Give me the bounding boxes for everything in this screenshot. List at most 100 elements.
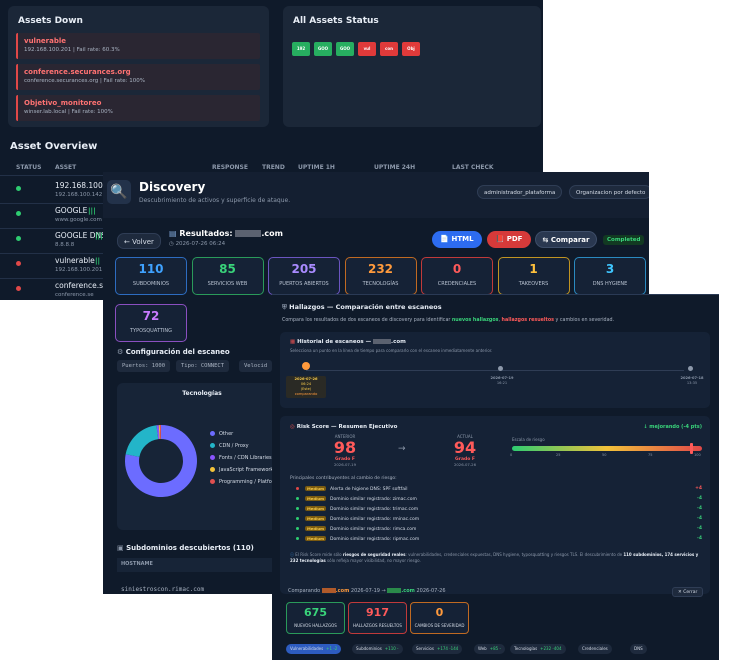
back-button[interactable]: ← Volver bbox=[117, 233, 161, 249]
compare-arrow: → bbox=[381, 588, 386, 594]
html-export-button[interactable]: 📄 HTML bbox=[432, 231, 482, 248]
risk-contributor: Medium Alerta de higiene DNS: SPF softfai… bbox=[296, 486, 702, 495]
legend-swatch bbox=[210, 431, 215, 436]
category-filter-chip[interactable]: Subdominios +110 - bbox=[352, 644, 403, 654]
down-item[interactable]: vulnerable 192.168.100.201 | Fail rate: … bbox=[16, 33, 260, 59]
info-icon: ⓘ bbox=[290, 552, 294, 557]
comparison-stat-card[interactable]: 675 NUEVOS HALLAZGOS bbox=[286, 602, 345, 634]
stat-card[interactable]: 85 SERVICIOS WEB bbox=[191, 257, 264, 295]
asset-name[interactable]: vulnerable bbox=[55, 256, 95, 265]
legend-label: Other bbox=[219, 431, 234, 437]
user-pill[interactable]: administrador_plataforma bbox=[477, 185, 563, 199]
stat-card[interactable]: 205 PUERTOS ABIERTOS bbox=[268, 257, 340, 295]
contrib-title: Principales contribuyentes al cambio de … bbox=[290, 476, 397, 481]
comparison-stat-card[interactable]: 0 CAMBIOS DE SEVERIDAD bbox=[410, 602, 469, 634]
category-filter-chip[interactable]: Tecnologías +232 -404 bbox=[510, 644, 566, 654]
timeline-point[interactable] bbox=[688, 366, 693, 371]
pdf-icon: 📕 bbox=[495, 235, 505, 243]
pdf-export-button[interactable]: 📕 PDF bbox=[487, 231, 531, 248]
stat-value: 232 bbox=[367, 262, 394, 276]
stat-label: DNS HYGIENE bbox=[592, 281, 628, 287]
category-filter-chip[interactable]: Web +85 - bbox=[474, 644, 505, 654]
comparison-stat-value: 0 bbox=[435, 606, 444, 619]
severity-badge: Medium bbox=[305, 486, 327, 491]
timeline-extra: comparando bbox=[294, 392, 318, 396]
status-dot bbox=[16, 261, 21, 266]
close-compare-button[interactable]: ✕ Cerrar bbox=[672, 587, 704, 597]
scale-tick: 75 bbox=[648, 453, 653, 457]
down-item-name: vulnerable bbox=[24, 37, 67, 45]
legend-swatch bbox=[210, 443, 215, 448]
comparison-stat-label: HALLAZGOS RESUELTOS bbox=[353, 623, 402, 628]
stat-card[interactable]: 3 DNS HYGIENE bbox=[574, 257, 646, 295]
timeline-point[interactable] bbox=[498, 366, 503, 371]
comparison-stat-value: 675 bbox=[304, 606, 327, 619]
legend-item[interactable]: CDN / Proxy bbox=[210, 443, 249, 449]
filter-count: +1 -2 bbox=[326, 646, 338, 651]
status-chip[interactable]: GOO bbox=[336, 42, 354, 56]
asset-name[interactable]: GOOGLE DNS bbox=[55, 231, 106, 240]
filter-count: +232 -404 bbox=[540, 646, 562, 651]
down-item[interactable]: Objetivo_monitoreo winser.lab.local | Fa… bbox=[16, 95, 260, 121]
stat-value: 1 bbox=[529, 262, 538, 276]
stat-card[interactable]: 0 CREDENCIALES bbox=[421, 257, 493, 295]
asset-name[interactable]: 192.168.100.1 bbox=[55, 181, 110, 190]
curr-grade: Grado F bbox=[455, 457, 475, 462]
filter-label: Subdominios bbox=[356, 646, 382, 651]
category-filter-chip[interactable]: Credenciales bbox=[578, 644, 612, 654]
asset-name[interactable]: GOOGLE bbox=[55, 206, 88, 215]
legend-item[interactable]: Fonts / CDN Libraries bbox=[210, 455, 272, 461]
status-chip[interactable]: GOO bbox=[314, 42, 332, 56]
pdf-export-label: PDF bbox=[506, 235, 523, 243]
category-filter-chip[interactable]: DNS bbox=[630, 644, 647, 654]
down-item-meta: conference.securances.org | Fail rate: 1… bbox=[24, 78, 145, 84]
category-filter-chip[interactable]: Servicios +174 -144 bbox=[412, 644, 463, 654]
timeline-point[interactable] bbox=[302, 362, 310, 370]
col-last-check: LAST CHECK bbox=[452, 164, 494, 171]
down-item[interactable]: conference.securances.org conference.sec… bbox=[16, 64, 260, 90]
stat-label: SERVICIOS WEB bbox=[207, 281, 248, 287]
stat-card[interactable]: 72 TYPOSQUATTING bbox=[115, 304, 187, 342]
legend-label: JavaScript Frameworks bbox=[219, 467, 276, 473]
stat-value: 0 bbox=[452, 262, 462, 276]
donut-slice[interactable] bbox=[125, 425, 159, 457]
donut-slice[interactable] bbox=[158, 425, 161, 440]
stat-card[interactable]: 232 TECNOLOGÍAS bbox=[344, 257, 417, 295]
risk-title: ◎ Risk Score — Resumen Ejecutivo bbox=[290, 424, 397, 430]
contributor-dot bbox=[296, 517, 299, 520]
results-date: ◷ 2026-07-26 06:24 bbox=[169, 241, 225, 247]
stat-card[interactable]: 1 TAKEOVERS bbox=[497, 257, 570, 295]
legend-item[interactable]: JavaScript Frameworks bbox=[210, 467, 276, 473]
comparison-stat-label: CAMBIOS DE SEVERIDAD bbox=[414, 623, 465, 628]
legend-item[interactable]: Other bbox=[210, 431, 233, 437]
legend-label: Fonts / CDN Libraries bbox=[219, 455, 272, 461]
trend-sparkline: ||| bbox=[88, 207, 96, 215]
org-pill[interactable]: Organizacion por defecto bbox=[569, 185, 649, 199]
html-export-label: HTML bbox=[451, 235, 474, 243]
redacted-domain bbox=[387, 588, 402, 593]
risk-scale-marker bbox=[690, 443, 693, 454]
config-title-text: Configuración del escaneo bbox=[125, 348, 230, 356]
comparison-title-text: Hallazgos — Comparación entre escaneos bbox=[289, 303, 442, 311]
donut-slice[interactable] bbox=[156, 425, 160, 440]
hostname-cell[interactable]: siniestroscon.rimac.com bbox=[121, 586, 205, 593]
stat-label: TYPOSQUATTING bbox=[130, 328, 172, 334]
donut-slice[interactable] bbox=[125, 425, 197, 497]
history-card: ▦ Historial de escaneos — .com Seleccion… bbox=[280, 332, 710, 408]
curr-date: 2026-07-26 bbox=[453, 462, 477, 467]
scale-tick: 50 bbox=[602, 453, 607, 457]
scale-tick: 0 bbox=[510, 453, 513, 457]
status-chip[interactable]: con bbox=[380, 42, 398, 56]
status-chip[interactable]: 192 bbox=[292, 42, 310, 56]
compare-button[interactable]: ⇆ Comparar bbox=[535, 231, 597, 248]
status-chip[interactable]: Obj bbox=[402, 42, 420, 56]
status-chip[interactable]: vul bbox=[358, 42, 376, 56]
asset-name[interactable]: conference.se bbox=[55, 281, 108, 290]
comparison-stat-card[interactable]: 917 HALLAZGOS RESUELTOS bbox=[348, 602, 407, 634]
category-filter-chip[interactable]: Vulnerabilidades +1 -2 bbox=[286, 644, 342, 654]
severity-badge: Medium bbox=[305, 516, 327, 521]
donut-slice[interactable] bbox=[159, 425, 161, 440]
scale-label: Escala de riesgo bbox=[512, 437, 545, 442]
stat-card[interactable]: 110 SUBDOMINIOS bbox=[115, 257, 187, 295]
legend-item[interactable]: Programming / Platform bbox=[210, 479, 279, 485]
